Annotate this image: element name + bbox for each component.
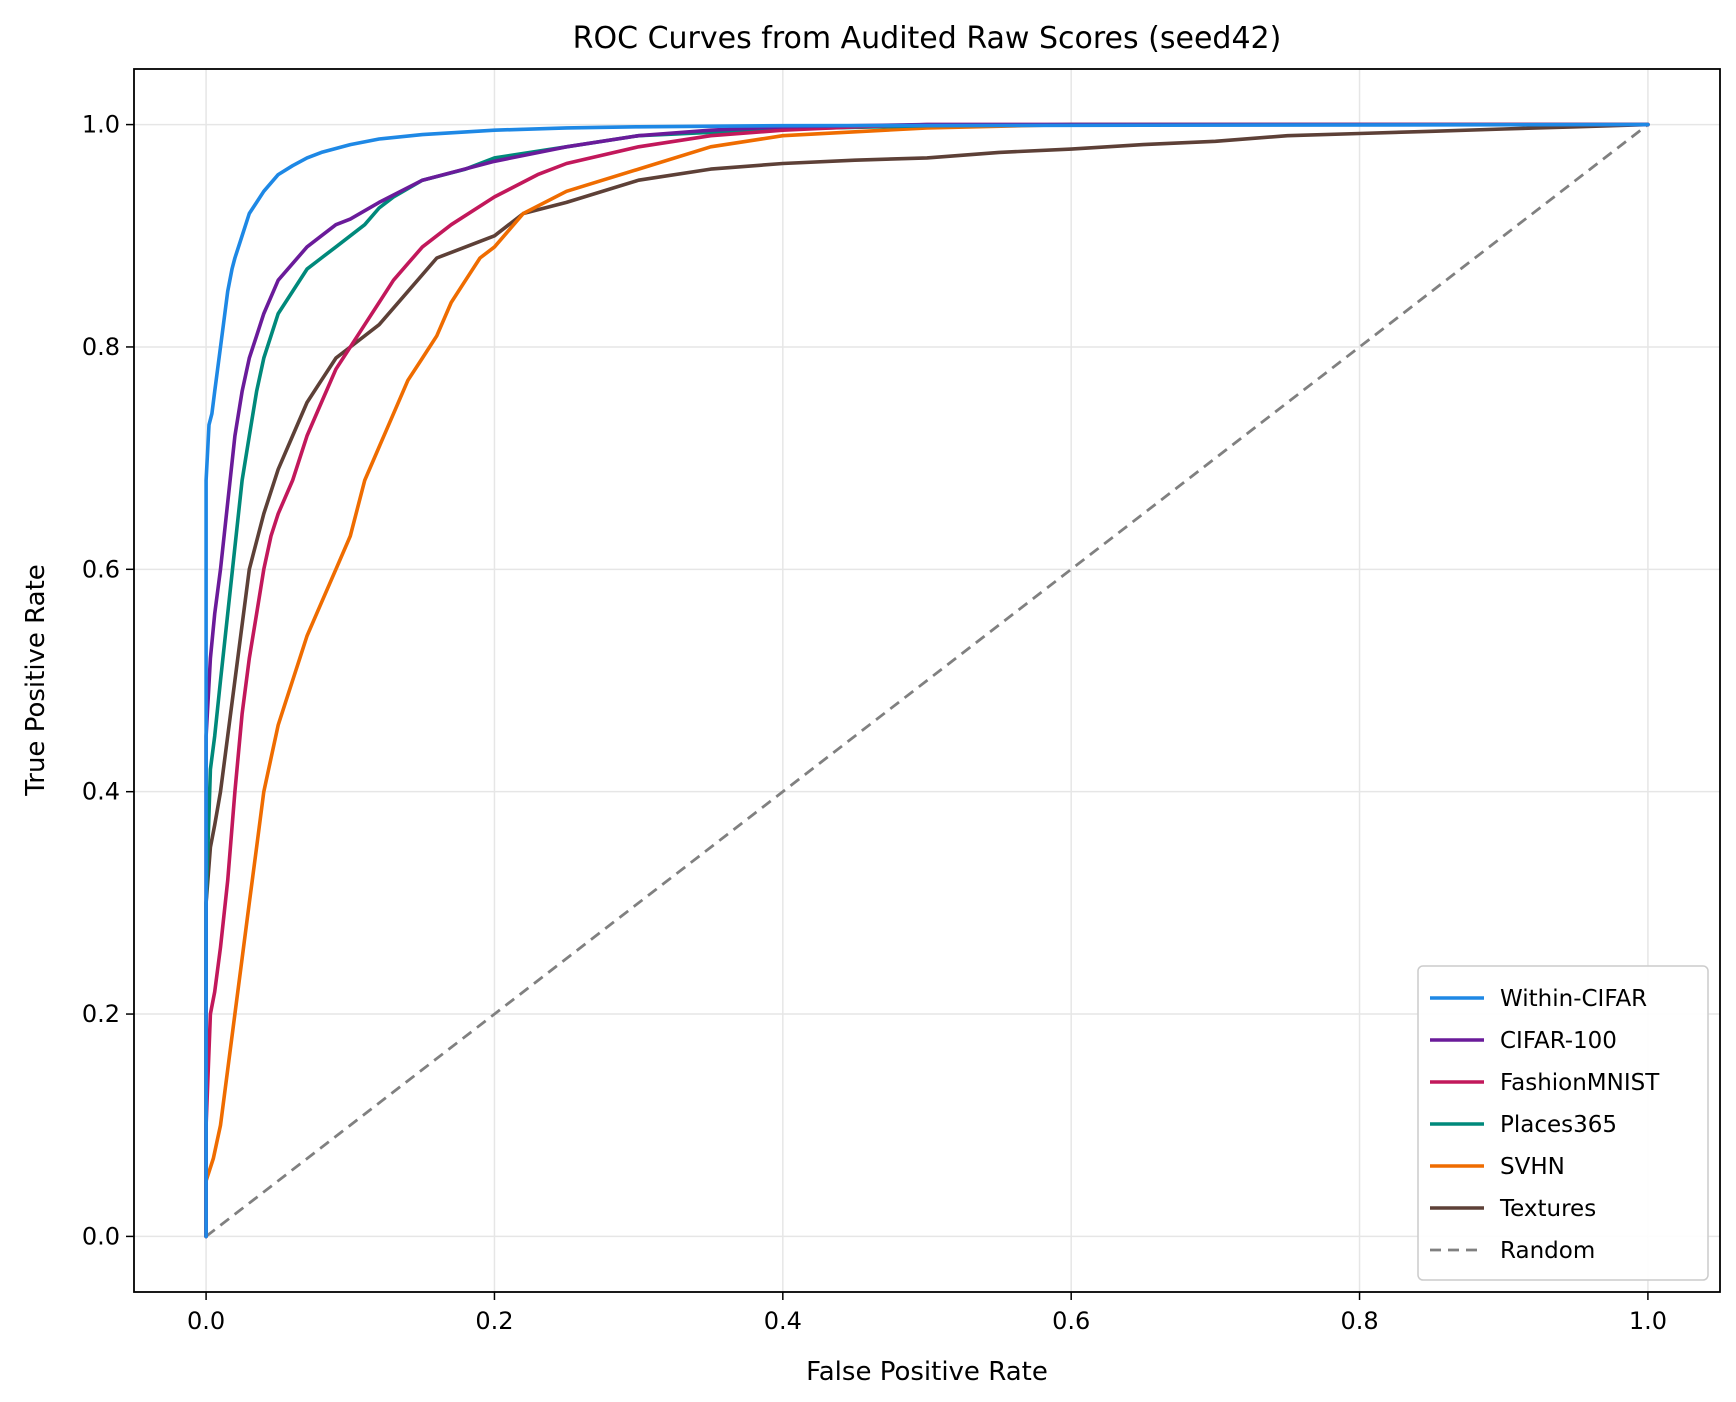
series-line-random: [205, 123, 1649, 1238]
x-tick-label: 0.4: [764, 1307, 802, 1335]
y-axis: 0.0 0.2 0.4 0.6 0.8 1.0: [82, 111, 134, 1250]
legend-label: CIFAR-100: [1500, 1028, 1617, 1054]
legend-label: Textures: [1499, 1196, 1596, 1222]
legend-box: [1417, 965, 1709, 1281]
legend-label: Within-CIFAR: [1500, 986, 1647, 1012]
x-axis-label: False Positive Rate: [806, 1357, 1048, 1387]
y-tick-label: 1.0: [82, 111, 120, 139]
legend-label: FashionMNIST: [1500, 1070, 1660, 1096]
legend-label: Random: [1500, 1238, 1595, 1264]
legend-label: Places365: [1500, 1112, 1617, 1138]
series-line-within-cifar: [204, 122, 1650, 1239]
x-tick-label: 0.6: [1052, 1307, 1090, 1335]
series-layer: [204, 122, 1650, 1239]
series-line-svhn: [204, 122, 1650, 1239]
legend: Within-CIFAR CIFAR-100 FashionMNIST Places3…: [1417, 965, 1709, 1281]
series-line-fashionmnist: [204, 122, 1650, 1239]
legend-label: SVHN: [1500, 1154, 1565, 1180]
x-tick-label: 0.2: [475, 1307, 513, 1335]
x-axis: 0.0 0.2 0.4 0.6 0.8 1.0: [187, 1292, 1667, 1335]
grid: [134, 69, 1720, 1292]
plot-frame: [133, 68, 1721, 1293]
x-tick-label: 0.0: [187, 1307, 225, 1335]
y-tick-label: 0.6: [82, 555, 120, 583]
y-axis-label: True Positive Rate: [21, 564, 51, 797]
y-tick-label: 0.0: [82, 1222, 120, 1250]
x-tick-label: 1.0: [1629, 1307, 1667, 1335]
x-tick-label: 0.8: [1340, 1307, 1378, 1335]
y-tick-label: 0.8: [82, 333, 120, 361]
chart-title: ROC Curves from Audited Raw Scores (seed…: [573, 21, 1282, 56]
y-tick-label: 0.4: [82, 778, 120, 806]
y-tick-label: 0.2: [82, 1000, 120, 1028]
series-line-cifar-100: [204, 122, 1650, 1239]
series-line-textures: [204, 122, 1650, 1239]
